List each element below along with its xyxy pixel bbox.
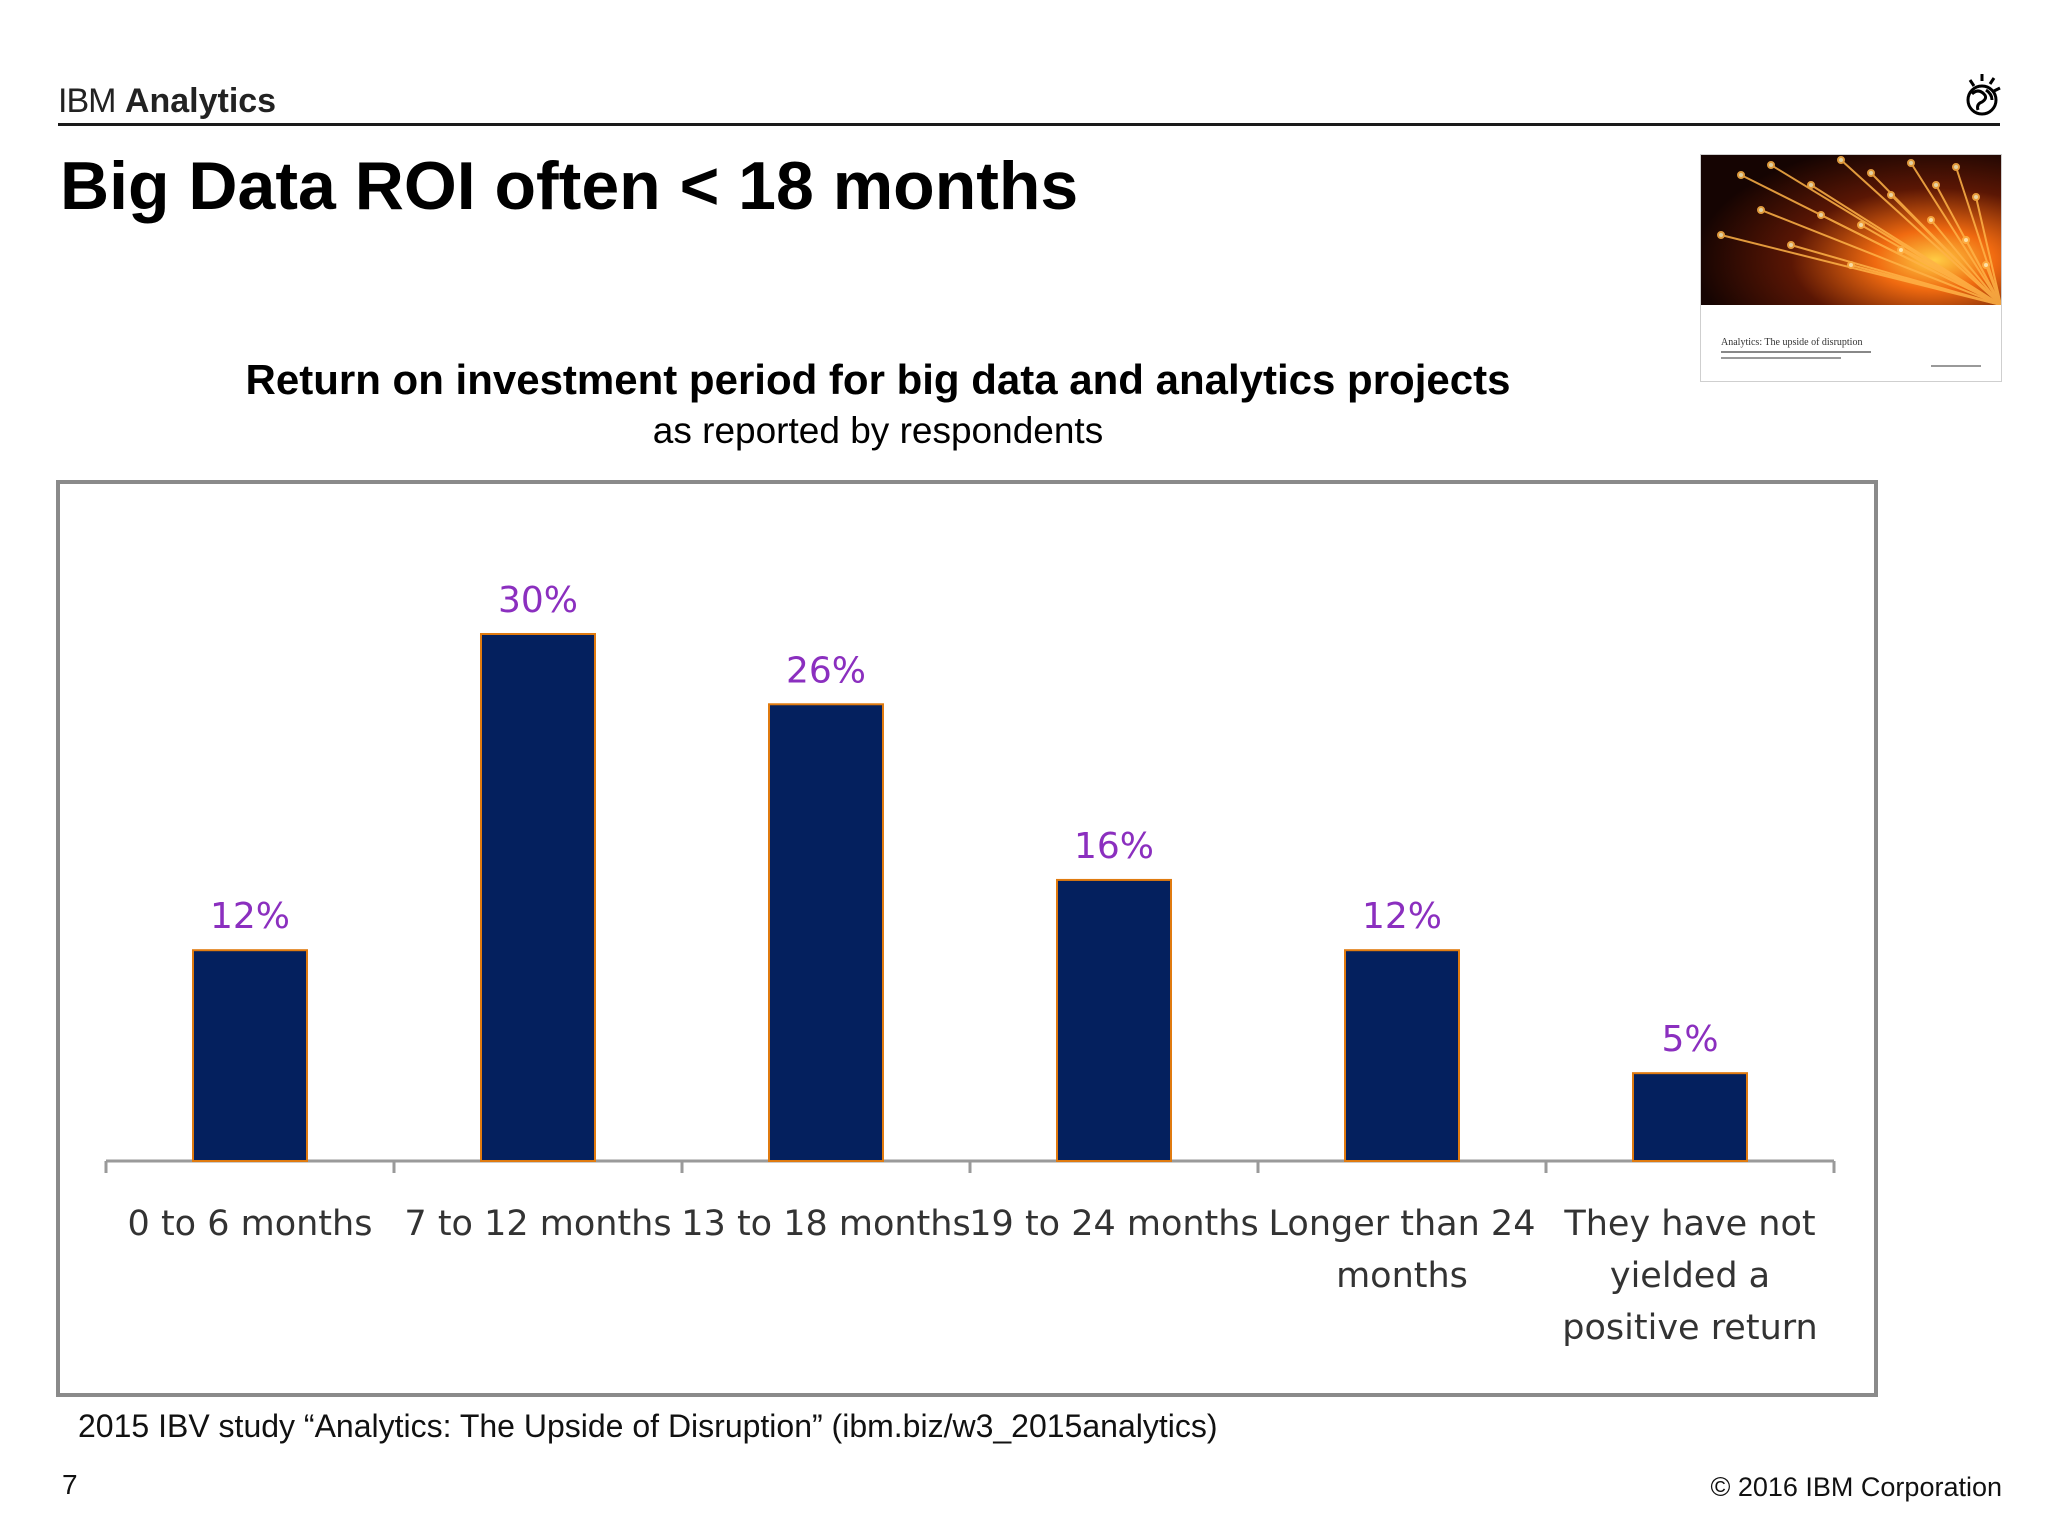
bar	[768, 703, 884, 1162]
category-label: months	[1336, 1256, 1468, 1296]
brand-ibm: IBM	[58, 82, 116, 120]
category-label: positive return	[1562, 1308, 1817, 1348]
ibm-logo-graphic: IBM	[1854, 69, 2001, 126]
bar	[1056, 878, 1172, 1162]
chart-title: Return on investment period for big data…	[245, 356, 1511, 403]
bar-chart-svg: 12% 0 to 6 months 30% 7 to 12 months 26% 13 t…	[104, 580, 1836, 1348]
fiber-optic-image: Analytics: The upside of disruption	[1701, 155, 2001, 381]
bar	[480, 633, 596, 1162]
brand-analytics: Analytics	[124, 82, 277, 120]
page-number: 7	[62, 1469, 78, 1500]
bar	[192, 949, 308, 1163]
copyright: © 2016 IBM Corporation	[1710, 1472, 2002, 1502]
header-brand: IBM Analytics	[58, 80, 276, 122]
data-label: 12%	[210, 896, 290, 937]
chart-subtitle: as reported by respondents	[652, 410, 1104, 451]
ibm-logo-text: IBM	[1854, 70, 1958, 122]
category-label: 13 to 18 months	[681, 1204, 970, 1244]
globe-icon	[1966, 74, 2001, 116]
thumbnail-caption: Analytics: The upside of disruption	[1721, 337, 1862, 348]
category-label: Longer than 24	[1269, 1204, 1536, 1244]
header-divider	[58, 123, 2000, 126]
category-label: 7 to 12 months	[404, 1204, 671, 1244]
data-label: 12%	[1362, 896, 1442, 937]
category-label: yielded a	[1610, 1256, 1770, 1296]
bar-chart: 12% 0 to 6 months 30% 7 to 12 months 26% 13 t…	[56, 480, 1878, 1397]
bar	[1632, 1072, 1748, 1163]
source-citation: 2015 IBV study “Analytics: The Upside of…	[78, 1408, 1218, 1444]
slide-title: Big Data ROI often < 18 months	[60, 148, 1079, 224]
ibm-logo: IBM	[1852, 69, 2002, 126]
data-label: 5%	[1661, 1019, 1718, 1060]
category-label: 0 to 6 months	[128, 1204, 373, 1244]
bar	[1344, 949, 1460, 1163]
data-label: 26%	[786, 650, 866, 691]
data-label: 30%	[498, 580, 578, 621]
data-label: 16%	[1074, 826, 1154, 867]
report-cover-thumbnail: Analytics: The upside of disruption	[1700, 154, 2002, 382]
category-label: 19 to 24 months	[969, 1204, 1258, 1244]
category-label: They have not	[1563, 1204, 1815, 1244]
